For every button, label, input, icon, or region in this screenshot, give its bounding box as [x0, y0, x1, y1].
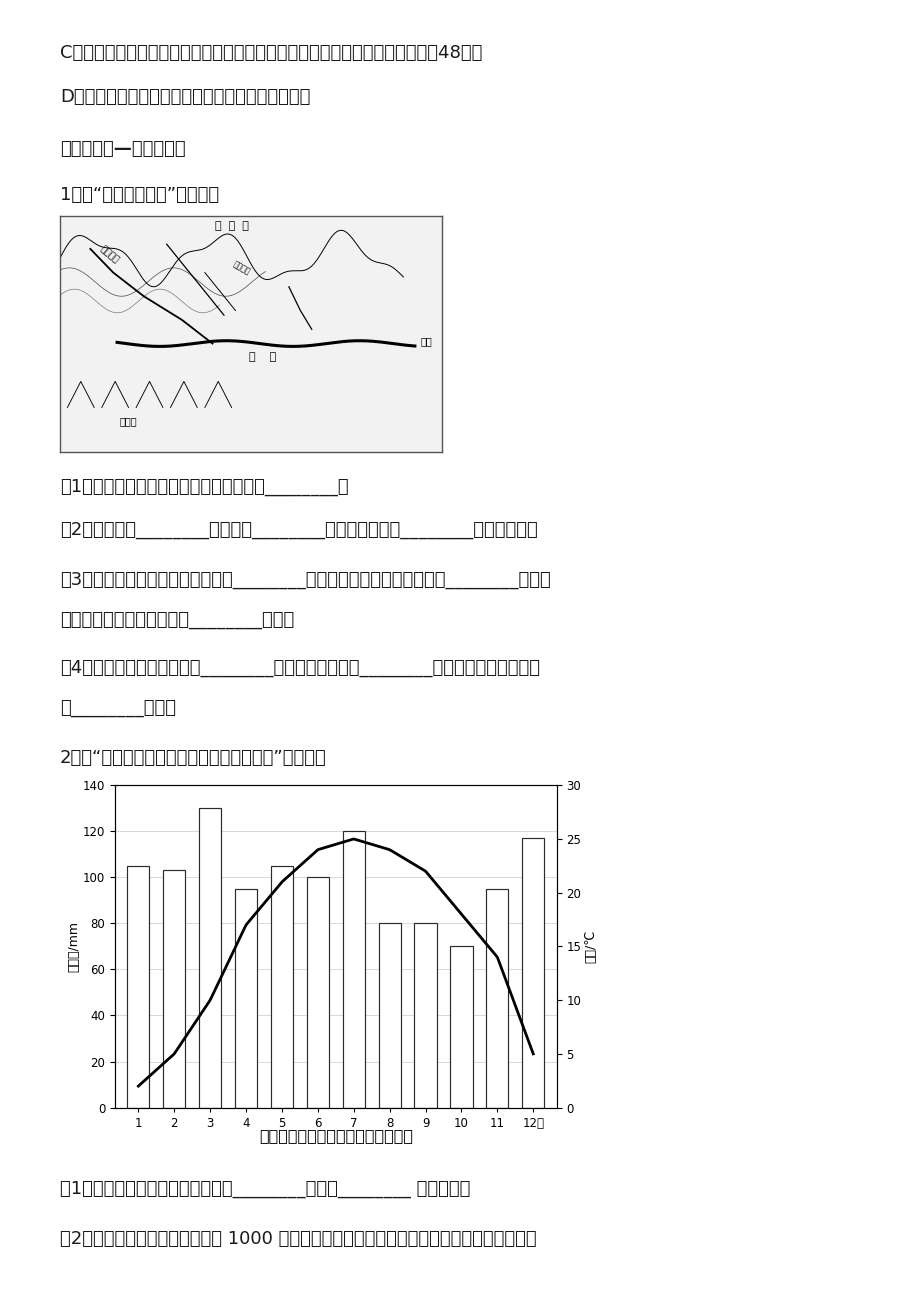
Text: 《巩固提高—登峰揓月》: 《巩固提高—登峰揓月》: [60, 140, 186, 159]
Text: 分水岭: 分水岭: [119, 416, 137, 426]
Text: 河口: 河口: [420, 337, 432, 346]
Text: （1）诺克斯维尔市最低月均温大于________，属于________ （温度带）: （1）诺克斯维尔市最低月均温大于________，属于________ （温度带…: [60, 1180, 470, 1199]
Bar: [378, 923, 401, 1108]
Text: 分  水  岭: 分 水 岭: [214, 221, 248, 231]
Text: 一级支流: 一级支流: [98, 244, 120, 265]
Y-axis label: 气温/℃: 气温/℃: [584, 930, 596, 963]
Text: （2）诺克斯维尔市年降水量大于 1000 毫米，气候特点是，总的说来，降水量季节变化特点为: （2）诺克斯维尔市年降水量大于 1000 毫米，气候特点是，总的说来，降水量季节…: [60, 1230, 536, 1248]
Text: 二级支流: 二级支流: [232, 260, 252, 277]
Text: C．目前田纳西河经俨亚俄河和密西西比河与五大湖相通，通过水运可达本土的48个州: C．目前田纳西河经俨亚俄河和密西西比河与五大湖相通，通过水运可达本土的48个州: [60, 44, 482, 62]
Bar: [306, 878, 329, 1108]
Text: 诺克斯维尔市年内各月气温和降水量: 诺克斯维尔市年内各月气温和降水量: [258, 1128, 413, 1144]
Bar: [342, 831, 365, 1108]
Bar: [414, 923, 437, 1108]
Text: （3）在密西西比河水系中，干流是________，俨亚俄河属于密西西比河的________支流，: （3）在密西西比河水系中，干流是________，俨亚俄河属于密西西比河的___…: [60, 571, 550, 589]
Text: D．田纳西河流域目前已成为美国最大电力供应基地: D．田纳西河流域目前已成为美国最大电力供应基地: [60, 88, 310, 107]
Text: 田纳西河属于密西西比河的________支流。: 田纳西河属于密西西比河的________支流。: [60, 611, 294, 629]
Text: （2）水系是由________和一系列________构成，流域则是________的集水区域。: （2）水系是由________和一系列________构成，流域则是______…: [60, 521, 537, 540]
Bar: [234, 889, 257, 1108]
Bar: [127, 866, 149, 1108]
Text: （1）一条河流与另一条河流的分界线称为________。: （1）一条河流与另一条河流的分界线称为________。: [60, 478, 348, 497]
Text: 2．读“诺克斯维尔市年内各月气温和降水量”，回答：: 2．读“诺克斯维尔市年内各月气温和降水量”，回答：: [60, 749, 326, 767]
Text: 的________支流。: 的________支流。: [60, 699, 176, 718]
Text: 1．读“流域与水系图”，回答：: 1．读“流域与水系图”，回答：: [60, 186, 219, 204]
Text: 干    流: 干 流: [248, 352, 276, 363]
Bar: [522, 838, 544, 1108]
Text: （4）在长江水系中，干流是________，屷江属于长江的________支流，大渡河属于长江: （4）在长江水系中，干流是________，屷江属于长江的________支流，…: [60, 659, 539, 677]
Bar: [270, 866, 293, 1108]
Bar: [163, 871, 185, 1108]
Bar: [449, 946, 472, 1108]
Y-axis label: 降水量/mm: 降水量/mm: [67, 920, 80, 972]
Bar: [199, 809, 221, 1108]
Bar: [486, 889, 508, 1108]
